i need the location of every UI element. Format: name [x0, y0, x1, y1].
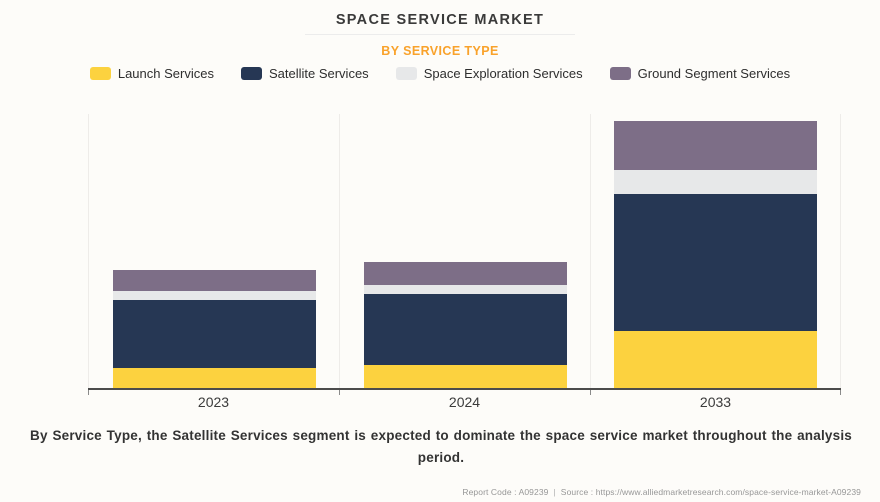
stacked-bar-2024	[363, 262, 567, 388]
bar-segment-satellite-services-2024	[363, 294, 567, 365]
bar-segment-launch-services-2023	[112, 368, 316, 388]
bar-segment-launch-services-2033	[614, 331, 817, 388]
page-title: SPACE SERVICE MARKET	[335, 12, 545, 28]
legend-swatch	[395, 67, 417, 80]
legend-item-launch-services: Launch Services	[89, 66, 214, 81]
x-axis-label-2023: 2023	[197, 394, 230, 410]
chart-area: 2023 2024 2033	[88, 114, 841, 410]
bar-segment-ground-segment-services-2024	[363, 262, 567, 285]
legend-swatch	[240, 67, 262, 80]
bar-segment-space-exploration-services-2024	[363, 285, 567, 294]
legend-item-space-exploration-services: Space Exploration Services	[395, 66, 583, 81]
axis-tick	[88, 390, 89, 395]
legend-swatch	[609, 67, 631, 80]
axis-tick	[590, 390, 591, 395]
legend: Launch Services Satellite Services Space E…	[0, 66, 880, 81]
report-code: Report Code : A09239	[462, 487, 549, 497]
legend-label: Satellite Services	[268, 66, 369, 81]
legend-label: Launch Services	[117, 66, 214, 81]
bar-segment-ground-segment-services-2033	[614, 121, 817, 170]
source-text: Source : https://www.alliedmarketresearc…	[560, 487, 861, 497]
bar-segment-space-exploration-services-2023	[112, 291, 316, 300]
axis-tick	[339, 390, 340, 395]
legend-label: Ground Segment Services	[637, 66, 791, 81]
chart-subtitle: BY SERVICE TYPE	[381, 44, 499, 58]
bar-segment-satellite-services-2033	[614, 194, 817, 331]
legend-label: Space Exploration Services	[423, 66, 583, 81]
footer: Report Code : A09239 | Source : https://ww…	[0, 487, 861, 497]
bar-segment-ground-segment-services-2023	[112, 270, 316, 291]
bar-segment-space-exploration-services-2033	[614, 170, 817, 194]
category-section-2033	[590, 114, 841, 388]
x-axis-label-2024: 2024	[448, 394, 481, 410]
bar-segment-satellite-services-2023	[112, 300, 316, 368]
legend-item-satellite-services: Satellite Services	[240, 66, 369, 81]
axis-tick	[840, 390, 841, 395]
legend-swatch	[89, 67, 111, 80]
category-section-2023	[88, 114, 339, 388]
category-section-2024	[339, 114, 590, 388]
x-axis-labels: 2023 2024 2033	[88, 390, 841, 410]
bar-segment-launch-services-2024	[363, 365, 567, 388]
legend-item-ground-segment-services: Ground Segment Services	[609, 66, 791, 81]
summary-text: By Service Type, the Satellite Services …	[30, 428, 852, 465]
stacked-bar-2023	[112, 270, 316, 388]
chart-plot	[88, 114, 841, 390]
stacked-bar-2033	[614, 121, 817, 388]
x-axis-label-2033: 2033	[699, 394, 732, 410]
title-divider	[305, 34, 575, 35]
footer-separator: |	[553, 487, 556, 497]
